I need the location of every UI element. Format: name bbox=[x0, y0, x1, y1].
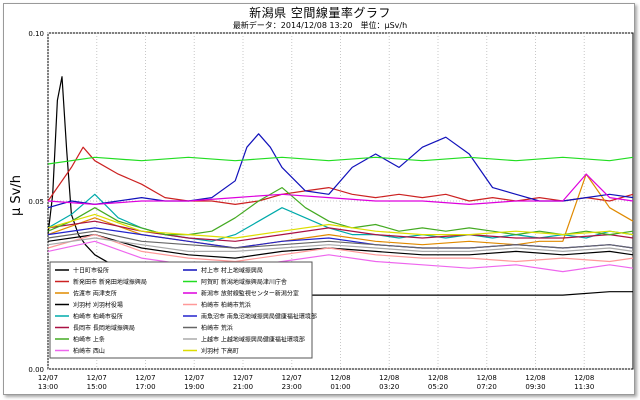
series-line bbox=[47, 234, 634, 263]
x-tick-label-time: 07:20 bbox=[477, 383, 497, 391]
series-line bbox=[47, 237, 634, 252]
x-tick-label-date: 12/08 bbox=[574, 374, 594, 382]
legend-label: 南魚沼市 南魚沼地域振興局健康福祉環境部 bbox=[201, 313, 317, 321]
x-tick-label-date: 12/07 bbox=[38, 374, 58, 382]
series-line bbox=[47, 187, 634, 236]
legend-label: 柏崎市 柏崎市役所 bbox=[73, 313, 123, 321]
x-tick-label-time: 01:00 bbox=[330, 383, 350, 391]
x-tick-label-time: 09:30 bbox=[525, 383, 545, 391]
series-line bbox=[47, 156, 634, 165]
x-tick-label-time: 19:00 bbox=[184, 383, 204, 391]
x-tick-label-date: 12/08 bbox=[330, 374, 350, 382]
x-tick-label-time: 15:00 bbox=[87, 383, 107, 391]
legend-label: 十日町市役所 bbox=[73, 267, 109, 275]
legend-label: 刈羽村 下高町 bbox=[201, 347, 239, 355]
y-tick-label: 0.05 bbox=[28, 198, 44, 206]
x-tick-label-date: 12/07 bbox=[184, 374, 204, 382]
legend-label: 村上市 村上地域振興局 bbox=[201, 267, 263, 275]
x-tick-label-date: 12/08 bbox=[379, 374, 399, 382]
x-tick-label-date: 12/08 bbox=[428, 374, 448, 382]
x-tick-label-date: 12/08 bbox=[525, 374, 545, 382]
x-tick-label-time: 23:00 bbox=[282, 383, 302, 391]
x-tick-label-time: 03:20 bbox=[379, 383, 399, 391]
y-tick-label: 0.10 bbox=[28, 30, 44, 38]
series-line bbox=[47, 234, 634, 259]
chart-subtitle: 最新データ：2014/12/08 13:20 単位：μSv/h bbox=[232, 21, 408, 30]
series-line bbox=[47, 240, 634, 273]
legend-label: 上越市 上越地域振興局健康福祉環境部 bbox=[201, 336, 305, 344]
x-tick-label-date: 12/07 bbox=[282, 374, 302, 382]
legend-label: 佐渡市 両津支所 bbox=[73, 290, 117, 298]
series-line bbox=[47, 173, 634, 205]
legend-label: 長岡市 長岡地域振興局 bbox=[73, 324, 135, 332]
series-line bbox=[47, 133, 634, 209]
legend-label: 柏崎市 西山 bbox=[73, 347, 105, 355]
y-tick-label: 0.00 bbox=[28, 366, 44, 374]
x-tick-label-time: 11:30 bbox=[574, 383, 594, 391]
x-tick-label-time: 21:00 bbox=[233, 383, 253, 391]
legend-label: 阿賀町 新潟地域振興局津川庁舎 bbox=[201, 278, 287, 286]
chart-title: 新潟県 空間線量率グラフ bbox=[249, 6, 391, 20]
x-tick-label-date: 12/07 bbox=[135, 374, 155, 382]
legend-label: 刈羽村 刈羽村役場 bbox=[73, 301, 123, 309]
legend-label: 新潟市 放射線監視センター新潟分室 bbox=[201, 290, 299, 298]
x-tick-label-time: 05:20 bbox=[428, 383, 448, 391]
x-tick-label-time: 13:00 bbox=[38, 383, 58, 391]
legend-label: 柏崎市 上条 bbox=[73, 336, 105, 344]
legend-label: 柏崎市 柏崎市荒浜 bbox=[201, 301, 251, 309]
series-line bbox=[47, 230, 634, 249]
x-tick-label-time: 17:00 bbox=[135, 383, 155, 391]
legend-label: 柏崎市 荒浜 bbox=[201, 324, 233, 332]
legend-label: 新発田市 新発田地域振興局 bbox=[73, 278, 147, 286]
legend-box bbox=[49, 261, 313, 359]
x-tick-label-date: 12/07 bbox=[87, 374, 107, 382]
x-tick-label-date: 12/08 bbox=[477, 374, 497, 382]
x-tick-label-date: 12/07 bbox=[233, 374, 253, 382]
series-line bbox=[47, 213, 634, 239]
